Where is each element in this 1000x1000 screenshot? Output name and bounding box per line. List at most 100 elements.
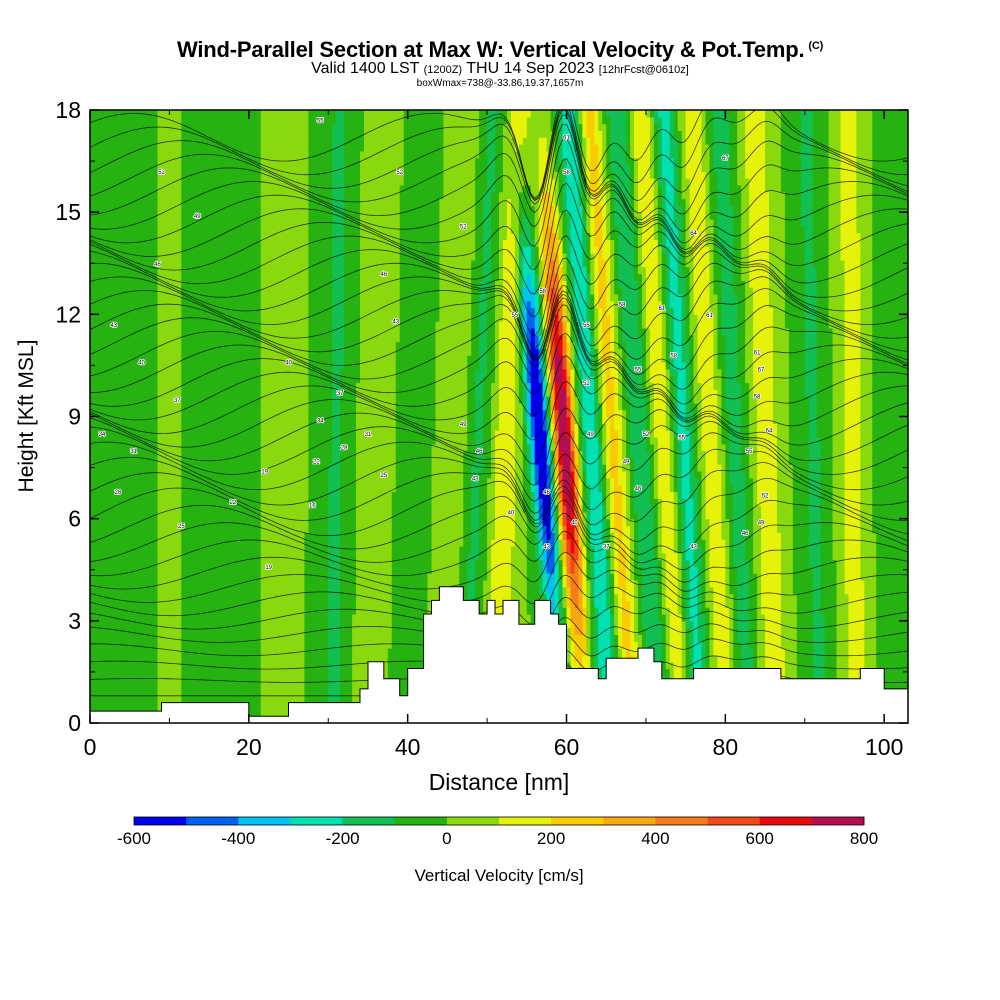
velocity-cell [213,334,218,343]
velocity-cell [169,511,174,520]
velocity-cell [141,348,147,356]
velocity-cell [201,470,206,479]
velocity-cell [133,525,139,533]
velocity-cell [304,443,309,452]
velocity-cell [149,259,155,268]
velocity-cell [161,443,167,452]
velocity-cell [280,280,286,288]
velocity-cell [101,702,107,710]
velocity-cell [145,334,151,343]
velocity-cell [248,709,254,717]
velocity-cell [141,178,147,186]
velocity-cell [228,607,234,615]
velocity-cell [181,634,186,642]
velocity-cell [121,593,127,601]
velocity-cell [97,184,103,193]
velocity-cell [165,682,171,690]
velocity-cell [125,225,131,234]
velocity-cell [252,130,258,138]
velocity-cell [292,552,298,561]
velocity-cell [201,491,206,499]
velocity-cell [236,239,242,247]
velocity-cell [268,443,274,452]
velocity-cell [225,402,230,411]
velocity-cell [217,641,222,649]
velocity-cell [280,668,286,676]
velocity-cell [153,559,159,567]
velocity-cell [260,116,266,125]
velocity-cell [149,525,155,533]
velocity-cell [169,368,174,377]
velocity-cell [177,573,182,581]
velocity-cell [201,498,206,506]
velocity-cell [244,266,250,275]
velocity-cell [221,593,226,601]
velocity-cell [93,430,99,438]
velocity-cell [300,409,306,418]
velocity-cell [145,368,151,377]
velocity-cell [213,368,218,377]
velocity-cell [109,545,115,554]
velocity-cell [252,443,258,452]
velocity-cell [308,654,313,663]
velocity-cell [236,600,242,608]
velocity-cell [292,293,298,302]
velocity-cell [181,212,186,220]
velocity-cell [161,157,167,166]
velocity-cell [173,648,178,656]
velocity-cell [90,130,95,138]
velocity-cell [125,116,131,125]
velocity-cell [236,123,242,132]
velocity-cell [129,130,135,138]
velocity-cell [157,246,163,254]
velocity-cell [256,675,262,683]
velocity-cell [252,702,258,710]
velocity-cell [228,178,234,186]
velocity-cell [137,505,143,513]
velocity-cell [153,566,159,574]
velocity-cell [272,702,278,710]
velocity-cell [125,355,131,363]
velocity-cell [300,566,306,574]
velocity-cell [201,436,206,445]
velocity-cell [284,110,290,118]
velocity-cell [268,607,274,615]
velocity-cell [236,668,242,676]
velocity-cell [304,525,309,533]
velocity-cell [197,430,202,438]
velocity-cell [244,654,250,663]
velocity-cell [201,552,206,561]
velocity-cell [165,552,171,561]
velocity-cell [300,368,306,377]
velocity-cell [105,545,111,554]
velocity-cell [284,491,290,499]
velocity-cell [240,579,246,588]
velocity-cell [157,280,163,288]
velocity-cell [272,409,278,418]
velocity-cell [125,198,131,206]
velocity-cell [232,362,238,370]
velocity-cell [256,402,262,411]
velocity-cell [113,253,119,261]
velocity-cell [260,259,266,268]
velocity-cell [90,443,95,452]
velocity-cell [117,123,123,132]
velocity-cell [280,614,286,622]
velocity-cell [129,239,135,247]
velocity-cell [173,593,178,601]
velocity-cell [173,402,178,411]
velocity-cell [260,382,266,390]
velocity-cell [280,198,286,206]
velocity-cell [256,518,262,527]
velocity-cell [133,702,139,710]
velocity-cell [236,137,242,145]
velocity-cell [197,321,202,329]
velocity-cell [141,505,147,513]
velocity-cell [157,579,163,588]
velocity-cell [260,579,266,588]
velocity-cell [161,695,167,704]
velocity-cell [209,382,214,390]
velocity-cell [300,300,306,309]
velocity-cell [225,266,230,275]
